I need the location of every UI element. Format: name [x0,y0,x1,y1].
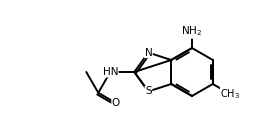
Text: NH$_2$: NH$_2$ [182,24,203,38]
Text: N: N [144,48,152,58]
Text: O: O [112,98,120,108]
Text: CH$_3$: CH$_3$ [220,87,241,101]
Text: HN: HN [103,67,118,77]
Text: S: S [145,86,152,96]
